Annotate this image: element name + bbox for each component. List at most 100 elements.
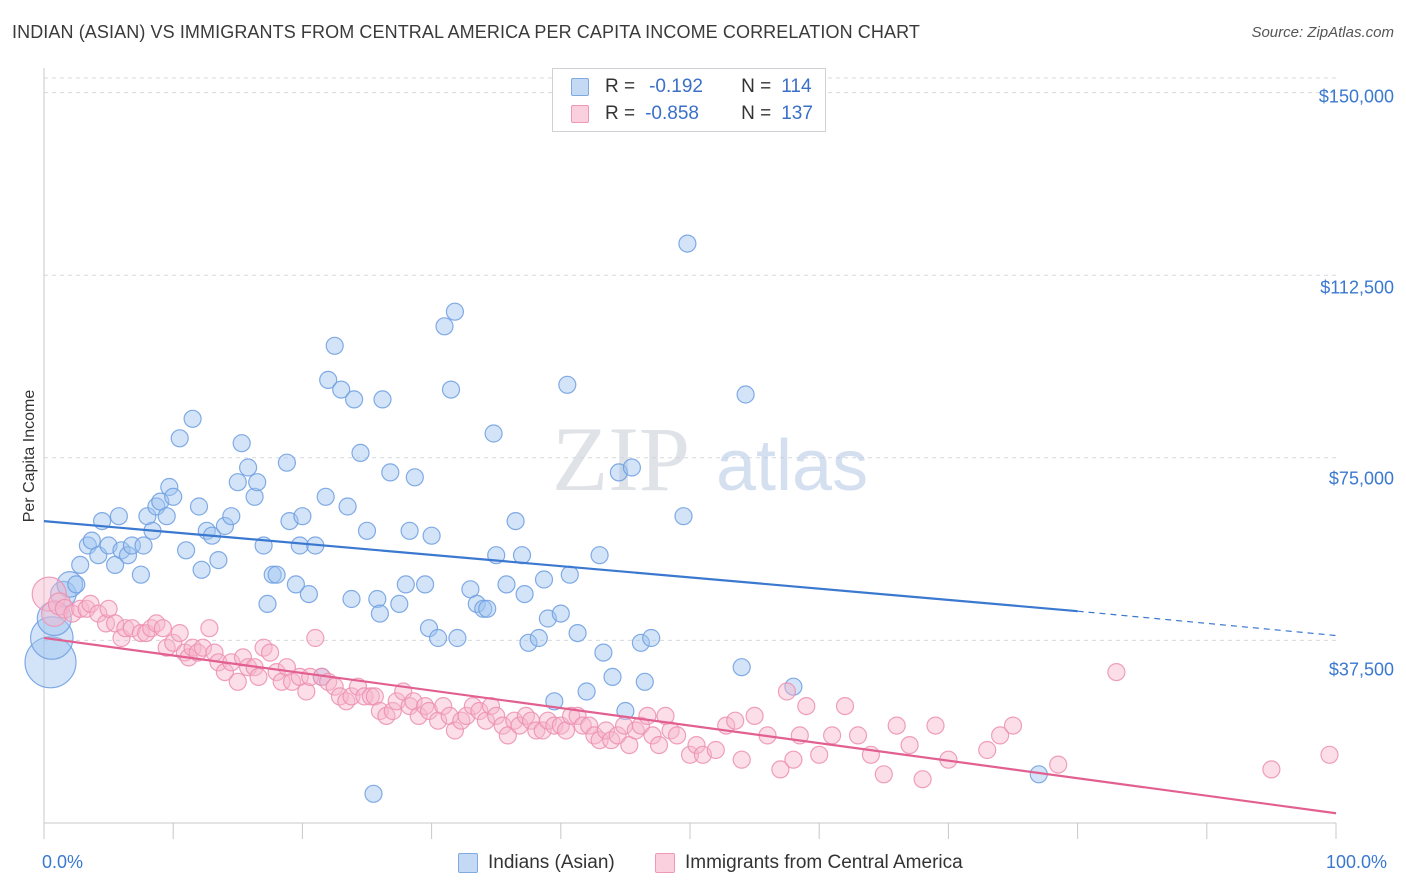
data-point <box>1320 745 1339 764</box>
data-point <box>164 633 183 652</box>
data-point <box>736 385 755 404</box>
data-point <box>678 234 697 253</box>
data-point <box>131 623 150 643</box>
data-point <box>267 565 286 584</box>
data-point <box>732 658 751 677</box>
data-point <box>422 526 441 545</box>
data-point <box>193 638 212 657</box>
data-point <box>835 696 855 716</box>
data-point <box>293 507 312 526</box>
y-tick-label: $37,500 <box>1328 659 1394 680</box>
legend-r-value: -0.192 <box>649 76 703 97</box>
legend-swatch-blue <box>571 78 589 96</box>
data-point <box>594 643 613 662</box>
y-axis-label: Per Capita Income <box>21 389 38 523</box>
data-point <box>435 317 454 336</box>
data-point <box>131 565 150 584</box>
data-point <box>590 546 609 565</box>
data-point <box>561 706 581 726</box>
data-point <box>1262 760 1281 779</box>
legend-item-label: Immigrants from Central America <box>685 852 963 873</box>
legend-r-label: R = <box>605 76 636 97</box>
data-point <box>434 696 453 716</box>
legend-item-central-america[interactable]: Immigrants from Central America <box>655 852 963 874</box>
data-point <box>573 716 592 735</box>
data-point <box>631 716 651 735</box>
data-point <box>164 487 183 506</box>
data-point <box>642 628 661 648</box>
data-point <box>649 735 669 755</box>
data-point <box>777 682 797 701</box>
data-point <box>351 443 370 462</box>
data-point <box>745 706 764 726</box>
data-point <box>177 541 196 560</box>
data-point <box>990 726 1010 745</box>
legend-row-central-america: R = -0.858 N = 137 <box>571 102 813 126</box>
data-point <box>160 477 179 497</box>
gridlines <box>44 77 1336 641</box>
legend-item-indians[interactable]: Indians (Asian) <box>458 852 615 874</box>
data-point <box>157 507 176 526</box>
data-point <box>71 555 90 575</box>
data-point <box>232 434 251 453</box>
data-point <box>239 458 258 477</box>
data-point <box>626 721 645 740</box>
data-point <box>170 429 189 448</box>
data-point <box>638 706 657 726</box>
data-point <box>189 497 209 516</box>
x-tick-label: 100.0% <box>1326 852 1388 872</box>
data-point <box>887 716 906 735</box>
data-point <box>726 711 745 730</box>
data-point <box>245 487 264 506</box>
data-point <box>183 409 202 428</box>
data-point <box>316 487 335 506</box>
data-point <box>487 706 506 726</box>
legend-swatch-pink <box>571 105 589 123</box>
data-point <box>416 575 435 594</box>
data-point <box>560 565 579 584</box>
data-point <box>1107 662 1126 682</box>
data-point <box>429 628 448 648</box>
data-point <box>519 633 538 652</box>
data-point <box>608 726 627 745</box>
data-point <box>319 370 338 389</box>
chart-title: INDIAN (ASIAN) VS IMMIGRANTS FROM CENTRA… <box>12 22 920 42</box>
data-point <box>338 497 357 516</box>
data-point <box>515 584 534 604</box>
data-point <box>277 453 296 472</box>
data-point <box>192 560 211 579</box>
data-point <box>706 740 725 760</box>
data-point <box>355 687 374 706</box>
data-point <box>306 628 325 648</box>
data-point <box>848 726 868 745</box>
data-point <box>357 521 377 540</box>
data-point <box>448 628 467 648</box>
legend-r-label: R = <box>605 103 636 124</box>
data-point <box>474 599 493 618</box>
legend-row-indians: R = -0.192 N = 114 <box>571 75 812 99</box>
data-point <box>484 424 503 443</box>
data-point <box>24 636 77 689</box>
data-point <box>249 667 268 687</box>
watermark: ZIP atlas <box>552 408 868 510</box>
data-point <box>89 604 108 623</box>
data-point <box>170 623 189 643</box>
data-point <box>261 643 280 662</box>
data-point <box>222 507 241 526</box>
data-point <box>900 735 919 755</box>
legend-n-value: 114 <box>781 76 812 97</box>
watermark-zip: ZIP <box>552 408 690 510</box>
data-point <box>874 765 893 784</box>
data-point <box>687 735 706 755</box>
data-point <box>534 570 554 589</box>
data-point <box>134 536 153 555</box>
series-immigrants-central-america <box>31 576 1339 789</box>
trend-line <box>43 636 1337 815</box>
data-point <box>580 716 599 735</box>
legend-n-label: N = <box>741 76 772 97</box>
axes <box>43 68 1337 839</box>
data-point <box>810 745 829 764</box>
legend-n-value: 137 <box>781 103 813 124</box>
data-point <box>36 600 72 637</box>
